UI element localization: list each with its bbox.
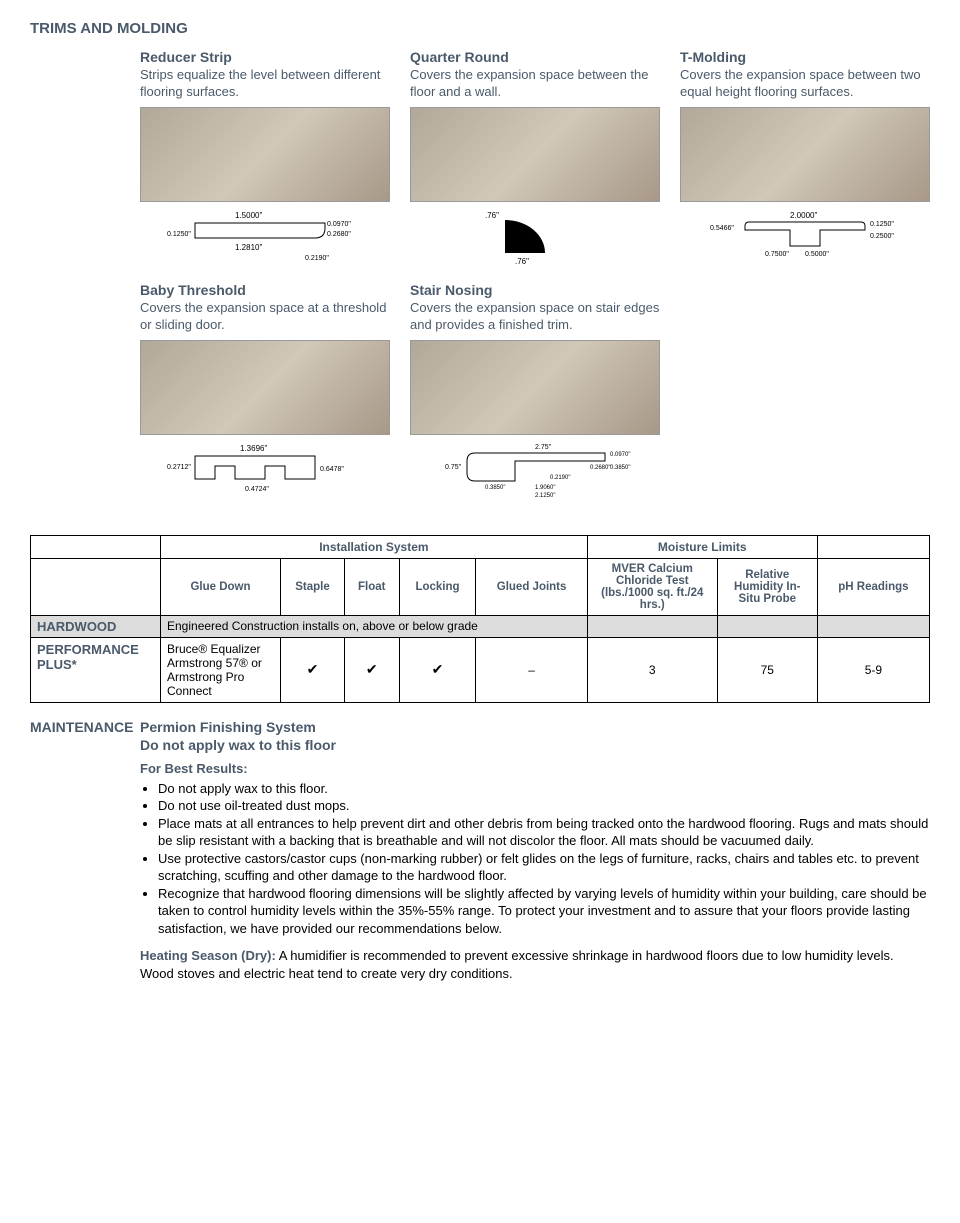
trim-desc: Covers the expansion space between two e… xyxy=(680,67,930,101)
trim-desc: Strips equalize the level between differ… xyxy=(140,67,390,101)
svg-text:1.9060": 1.9060" xyxy=(535,485,555,491)
trim-diagram: 2.75"0.0970"0.2680"0.3850"0.75"0.3850"0.… xyxy=(410,441,660,501)
svg-text:0.2680": 0.2680" xyxy=(327,231,351,238)
svg-text:0.2712": 0.2712" xyxy=(167,464,191,471)
trim-photo xyxy=(680,107,930,202)
heating-bold: Heating Season (Dry): xyxy=(140,948,276,963)
trim-desc: Covers the expansion space on stair edge… xyxy=(410,300,660,334)
perf-staple: ✔ xyxy=(281,637,345,702)
hardwood-note: Engineered Construction installs on, abo… xyxy=(161,615,588,637)
svg-text:0.4724": 0.4724" xyxy=(245,486,269,493)
trim-photo xyxy=(140,107,390,202)
perf-glue: Bruce® Equalizer Armstrong 57® or Armstr… xyxy=(161,637,281,702)
svg-text:0.1250": 0.1250" xyxy=(167,231,191,238)
trim-name: Stair Nosing xyxy=(410,282,660,298)
svg-text:0.6478": 0.6478" xyxy=(320,466,344,473)
svg-text:0.2190": 0.2190" xyxy=(550,475,570,481)
list-item: Use protective castors/castor cups (non-… xyxy=(158,850,930,885)
col-staple: Staple xyxy=(281,558,345,615)
maint-subtitle1: Permion Finishing System xyxy=(140,719,930,735)
svg-text:0.2500": 0.2500" xyxy=(870,233,894,240)
for-best-results: For Best Results: xyxy=(140,761,930,776)
table-subheader-row: Glue Down Staple Float Locking Glued Joi… xyxy=(31,558,930,615)
trim-name: T-Molding xyxy=(680,49,930,65)
hdr-moisture: Moisture Limits xyxy=(587,535,817,558)
col-glued: Glued Joints xyxy=(476,558,587,615)
perf-glued: – xyxy=(476,637,587,702)
trim-desc: Covers the expansion space at a threshol… xyxy=(140,300,390,334)
svg-text:0.2680": 0.2680" xyxy=(590,465,610,471)
trim-diagram: 1.5000" 0.0970" 0.2680" 0.1250" 1.2810" 0.219… xyxy=(140,208,390,268)
maint-subtitle2: Do not apply wax to this floor xyxy=(140,737,930,753)
perf-rh: 75 xyxy=(717,637,817,702)
perf-locking: ✔ xyxy=(399,637,476,702)
svg-text:0.1250": 0.1250" xyxy=(870,221,894,228)
trim-reducer: Reducer Strip Strips equalize the level … xyxy=(140,49,390,272)
maintenance-section: MAINTENANCE Permion Finishing System Do … xyxy=(30,719,930,983)
trim-quarter: Quarter Round Covers the expansion space… xyxy=(410,49,660,272)
trim-name: Quarter Round xyxy=(410,49,660,65)
trim-photo xyxy=(410,340,660,435)
perf-float: ✔ xyxy=(345,637,400,702)
svg-text:0.3850": 0.3850" xyxy=(610,465,630,471)
performance-row: PERFORMANCE PLUS* Bruce® Equalizer Armst… xyxy=(31,637,930,702)
trim-desc: Covers the expansion space between the f… xyxy=(410,67,660,101)
trim-row-1: Reducer Strip Strips equalize the level … xyxy=(30,49,930,272)
list-item: Recognize that hardwood flooring dimensi… xyxy=(158,885,930,938)
svg-text:1.2810": 1.2810" xyxy=(235,243,262,252)
svg-text:2.0000": 2.0000" xyxy=(790,211,817,220)
heating-para: Heating Season (Dry): A humidifier is re… xyxy=(140,947,930,982)
trim-name: Baby Threshold xyxy=(140,282,390,298)
installation-table: Installation System Moisture Limits Glue… xyxy=(30,535,930,703)
hardwood-label: HARDWOOD xyxy=(37,619,116,634)
list-item: Place mats at all entrances to help prev… xyxy=(158,815,930,850)
trim-row-2: Baby Threshold Covers the expansion spac… xyxy=(30,282,930,505)
svg-text:1.5000": 1.5000" xyxy=(235,211,262,220)
svg-text:0.0970": 0.0970" xyxy=(610,452,630,458)
trim-baby: Baby Threshold Covers the expansion spac… xyxy=(140,282,390,505)
perf-ph: 5-9 xyxy=(817,637,929,702)
col-locking: Locking xyxy=(399,558,476,615)
trim-photo xyxy=(140,340,390,435)
trim-name: Reducer Strip xyxy=(140,49,390,65)
svg-text:0.5000": 0.5000" xyxy=(805,251,829,258)
hardwood-row: HARDWOOD Engineered Construction install… xyxy=(31,615,930,637)
hdr-install: Installation System xyxy=(161,535,588,558)
list-item: Do not use oil-treated dust mops. xyxy=(158,797,930,815)
perf-label: PERFORMANCE PLUS* xyxy=(37,642,139,672)
perf-mver: 3 xyxy=(587,637,717,702)
col-ph: pH Readings xyxy=(817,558,929,615)
svg-text:0.75": 0.75" xyxy=(445,464,462,471)
maintenance-list: Do not apply wax to this floor. Do not u… xyxy=(158,780,930,938)
svg-text:0.7500": 0.7500" xyxy=(765,251,789,258)
col-mver: MVER Calcium Chloride Test (lbs./1000 sq… xyxy=(587,558,717,615)
trim-photo xyxy=(410,107,660,202)
svg-text:1.3696": 1.3696" xyxy=(240,444,267,453)
svg-text:0.2190": 0.2190" xyxy=(305,255,329,262)
trim-diagram: 1.3696" 0.2712" 0.6478" 0.4724" xyxy=(140,441,390,501)
svg-text:.76": .76" xyxy=(515,257,529,266)
trim-diagram: .76" .76" xyxy=(410,208,660,268)
svg-text:2.1250": 2.1250" xyxy=(535,493,555,499)
trim-tmolding: T-Molding Covers the expansion space bet… xyxy=(680,49,930,272)
col-rh: Relative Humidity In-Situ Probe xyxy=(717,558,817,615)
table-header-row: Installation System Moisture Limits xyxy=(31,535,930,558)
svg-text:0.0970": 0.0970" xyxy=(327,221,351,228)
col-float: Float xyxy=(345,558,400,615)
section-title: TRIMS AND MOLDING xyxy=(30,20,930,37)
list-item: Do not apply wax to this floor. xyxy=(158,780,930,798)
svg-text:2.75": 2.75" xyxy=(535,444,552,451)
svg-text:.76": .76" xyxy=(485,211,499,220)
svg-text:0.5466": 0.5466" xyxy=(710,225,734,232)
maintenance-label: MAINTENANCE xyxy=(30,719,140,983)
svg-text:0.3850": 0.3850" xyxy=(485,485,505,491)
maintenance-body: Permion Finishing System Do not apply wa… xyxy=(140,719,930,983)
trim-diagram: 2.0000" 0.1250" 0.5466" 0.2500" 0.7500" 0.500… xyxy=(680,208,930,268)
col-glue: Glue Down xyxy=(161,558,281,615)
trim-stair: Stair Nosing Covers the expansion space … xyxy=(410,282,660,505)
trim-spacer xyxy=(680,282,930,505)
